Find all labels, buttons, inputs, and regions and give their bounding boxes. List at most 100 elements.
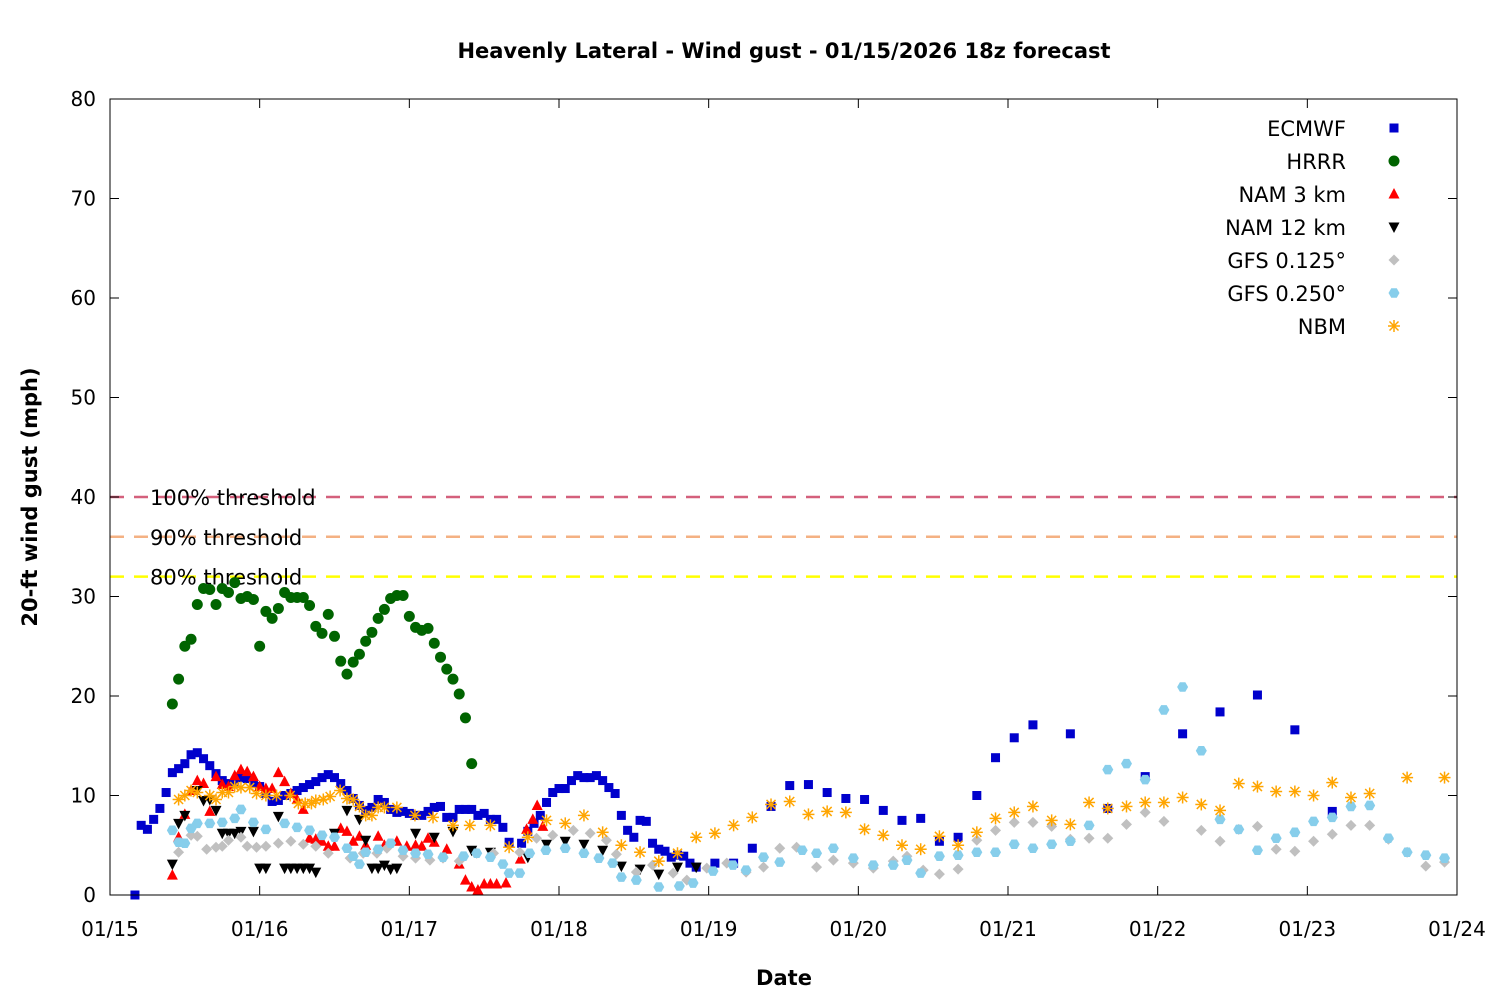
- data-point-hexagon: [291, 822, 303, 833]
- data-point-circle: [341, 668, 353, 680]
- data-point-asterisk: [708, 827, 721, 840]
- data-point-circle: [272, 602, 284, 614]
- data-point-square: [298, 783, 308, 793]
- x-tick-label: 01/20: [830, 917, 888, 941]
- data-point-triangle-up: [210, 770, 222, 782]
- data-point-square: [579, 773, 589, 783]
- data-point-diamond: [310, 840, 322, 852]
- data-point-square: [878, 805, 888, 815]
- data-point-diamond: [322, 847, 334, 859]
- data-point-triangle-up: [297, 803, 309, 814]
- data-point-circle: [316, 627, 328, 639]
- data-point-hexagon: [901, 855, 913, 865]
- data-point-hexagon: [316, 830, 328, 841]
- legend-label: NBM: [1298, 315, 1346, 339]
- data-point-hexagon: [347, 851, 359, 861]
- data-point-hexagon: [847, 853, 859, 863]
- data-point-circle: [378, 603, 390, 615]
- data-point-asterisk: [765, 798, 778, 811]
- data-point-diamond: [1326, 828, 1338, 840]
- data-point-asterisk: [1326, 776, 1339, 789]
- data-point-triangle-up: [329, 840, 340, 851]
- data-point-asterisk: [970, 826, 983, 839]
- data-point-square: [323, 770, 333, 780]
- data-point-asterisk: [634, 846, 647, 859]
- y-tick-label: 30: [71, 585, 96, 609]
- data-point-hexagon: [758, 852, 770, 862]
- data-point-hexagon: [952, 850, 964, 860]
- chart-title: Heavenly Lateral - Wind gust - 01/15/202…: [457, 39, 1110, 63]
- data-point-diamond: [285, 835, 297, 847]
- data-point-asterisk: [1064, 818, 1077, 831]
- data-point-diamond: [1008, 816, 1020, 828]
- data-point-triangle-down: [671, 862, 683, 874]
- data-point-hexagon: [1027, 843, 1039, 853]
- data-point-circle: [428, 637, 440, 649]
- data-point-triangle-up: [316, 835, 328, 846]
- y-tick-label: 0: [83, 883, 96, 907]
- data-point-triangle-down: [1388, 222, 1400, 233]
- data-point-diamond: [1420, 860, 1432, 872]
- data-point-square: [1178, 729, 1188, 739]
- data-point-square: [242, 774, 252, 784]
- data-point-square: [635, 815, 645, 825]
- data-point-square: [785, 781, 795, 791]
- data-point-diamond: [222, 834, 234, 846]
- data-point-diamond: [584, 827, 596, 839]
- data-point-square: [142, 824, 152, 834]
- data-point-triangle-down: [428, 832, 440, 844]
- data-point-asterisk: [1101, 802, 1114, 815]
- data-point-triangle-down: [597, 845, 609, 857]
- data-point-hexagon: [971, 847, 983, 857]
- y-tick-label: 60: [71, 286, 96, 310]
- data-point-triangle-up: [441, 843, 453, 854]
- data-point-asterisk: [914, 843, 927, 856]
- data-point-square: [342, 786, 352, 796]
- data-point-asterisk: [334, 784, 347, 797]
- data-point-circle: [185, 633, 197, 645]
- data-point-diamond: [1270, 843, 1282, 855]
- data-point-hexagon: [1420, 850, 1432, 860]
- data-point-triangle-down: [229, 828, 241, 840]
- data-point-circle: [322, 608, 334, 620]
- data-point-hexagon: [1382, 833, 1394, 844]
- data-point-asterisk: [802, 808, 815, 821]
- data-point-square: [822, 788, 832, 798]
- data-point-square: [1389, 123, 1399, 133]
- data-point-hexagon: [279, 818, 291, 829]
- data-point-asterisk: [1083, 796, 1096, 809]
- data-point-square: [1252, 690, 1262, 700]
- data-point-circle: [222, 587, 234, 599]
- data-point-circle: [441, 663, 453, 675]
- data-point-asterisk: [858, 823, 871, 836]
- data-point-square: [916, 813, 926, 823]
- data-point-asterisk: [989, 812, 1002, 825]
- data-point-square: [460, 804, 470, 814]
- data-point-triangle-down: [559, 836, 571, 848]
- data-point-diamond: [216, 840, 228, 852]
- data-point-triangle-up: [514, 853, 526, 864]
- data-point-hexagon: [1345, 801, 1357, 812]
- data-point-triangle-up: [531, 799, 543, 810]
- data-point-triangle-up: [527, 813, 539, 824]
- data-point-hexagon: [1388, 288, 1400, 298]
- data-point-hexagon: [1251, 845, 1263, 855]
- data-point-hexagon: [179, 838, 191, 849]
- data-point-asterisk: [1307, 789, 1320, 802]
- data-point-hexagon: [458, 851, 470, 861]
- data-point-diamond: [567, 824, 579, 836]
- data-point-hexagon: [437, 852, 449, 862]
- data-point-circle: [435, 651, 447, 663]
- data-point-square: [236, 773, 246, 783]
- data-point-diamond: [272, 837, 284, 849]
- data-point-circle: [229, 577, 241, 589]
- data-point-asterisk: [1363, 787, 1376, 800]
- data-point-triangle-down: [210, 805, 222, 817]
- data-point-diamond: [260, 840, 272, 852]
- data-point-asterisk: [463, 819, 476, 832]
- data-point-square: [585, 773, 595, 783]
- data-point-circle: [191, 598, 203, 610]
- data-point-square: [517, 838, 527, 848]
